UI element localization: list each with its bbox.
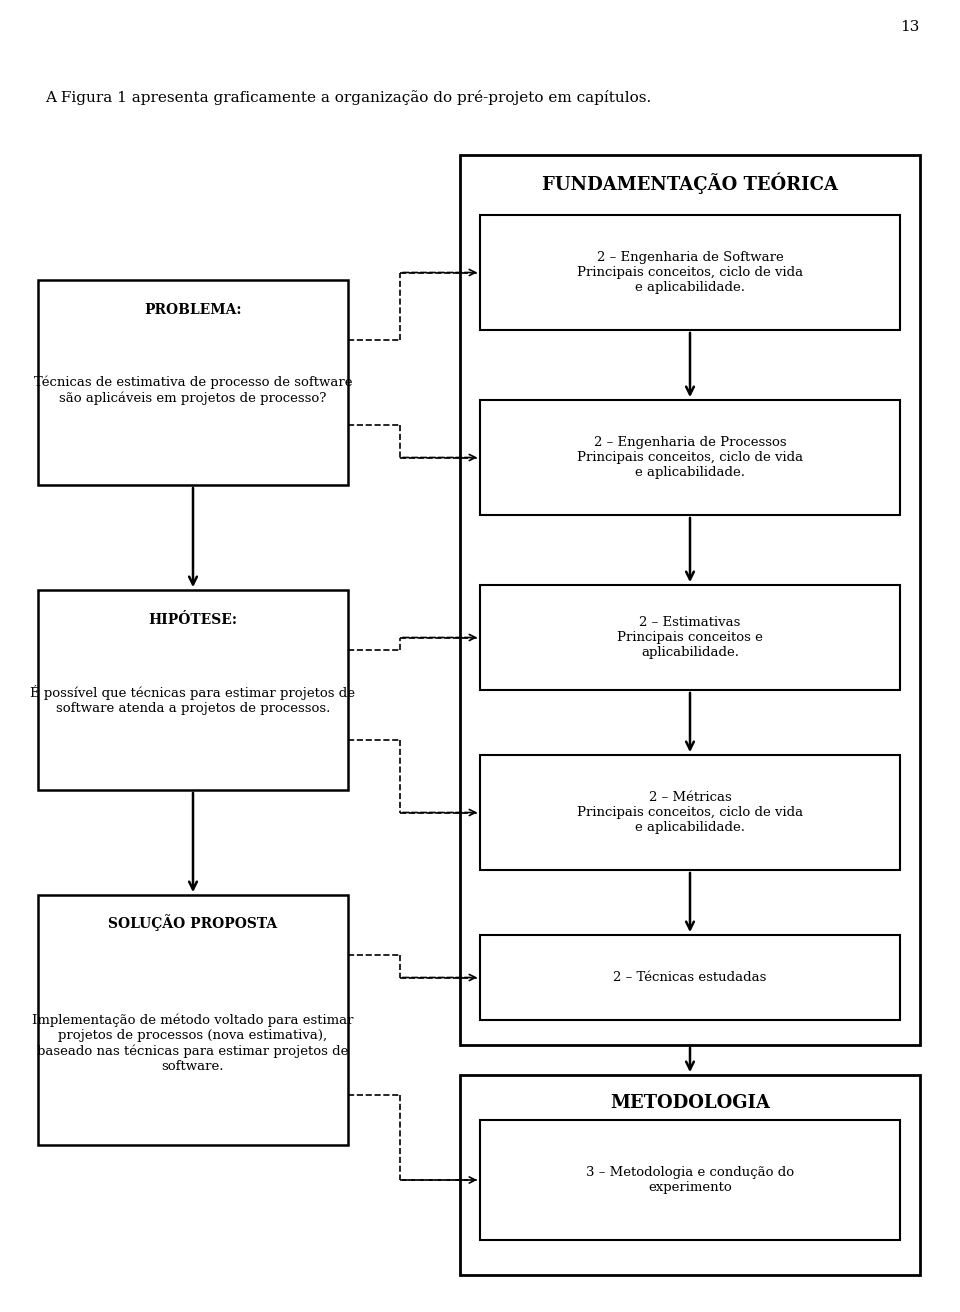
Text: 2 – Estimativas
Principais conceitos e
aplicabilidade.: 2 – Estimativas Principais conceitos e a…: [617, 617, 763, 659]
Text: 13: 13: [900, 20, 920, 34]
Text: Implementação de método voltado para estimar
projetos de processos (nova estimat: Implementação de método voltado para est…: [33, 1013, 353, 1072]
Text: HIPÓTESE:: HIPÓTESE:: [149, 613, 237, 627]
Bar: [38, 279, 348, 485]
Text: Técnicas de estimativa de processo de software
são aplicáveis em projetos de pro: Técnicas de estimativa de processo de so…: [34, 375, 352, 404]
Text: A Figura 1 apresenta graficamente a organização do pré-projeto em capítulos.: A Figura 1 apresenta graficamente a orga…: [45, 91, 651, 105]
Text: 2 – Métricas
Principais conceitos, ciclo de vida
e aplicabilidade.: 2 – Métricas Principais conceitos, ciclo…: [577, 791, 804, 834]
Text: METODOLOGIA: METODOLOGIA: [610, 1094, 770, 1113]
Bar: [460, 1075, 920, 1275]
Text: 3 – Metodologia e condução do
experimento: 3 – Metodologia e condução do experiment…: [586, 1166, 794, 1194]
Bar: [38, 895, 348, 1145]
Bar: [480, 215, 900, 331]
Text: 2 – Engenharia de Software
Principais conceitos, ciclo de vida
e aplicabilidade.: 2 – Engenharia de Software Principais co…: [577, 251, 804, 294]
Bar: [38, 590, 348, 790]
Text: SOLUÇÃO PROPOSTA: SOLUÇÃO PROPOSTA: [108, 914, 277, 932]
Text: É possível que técnicas para estimar projetos de
software atenda a projetos de p: É possível que técnicas para estimar pro…: [31, 685, 355, 715]
Text: 2 – Engenharia de Processos
Principais conceitos, ciclo de vida
e aplicabilidade: 2 – Engenharia de Processos Principais c…: [577, 436, 804, 479]
Bar: [460, 155, 920, 1044]
Bar: [480, 1120, 900, 1240]
Text: FUNDAMENTAÇÃO TEÓRICA: FUNDAMENTAÇÃO TEÓRICA: [542, 172, 838, 194]
Bar: [480, 585, 900, 690]
Bar: [480, 754, 900, 870]
Text: 2 – Técnicas estudadas: 2 – Técnicas estudadas: [613, 971, 767, 984]
Text: PROBLEMA:: PROBLEMA:: [144, 303, 242, 318]
Bar: [480, 935, 900, 1019]
Bar: [480, 400, 900, 516]
